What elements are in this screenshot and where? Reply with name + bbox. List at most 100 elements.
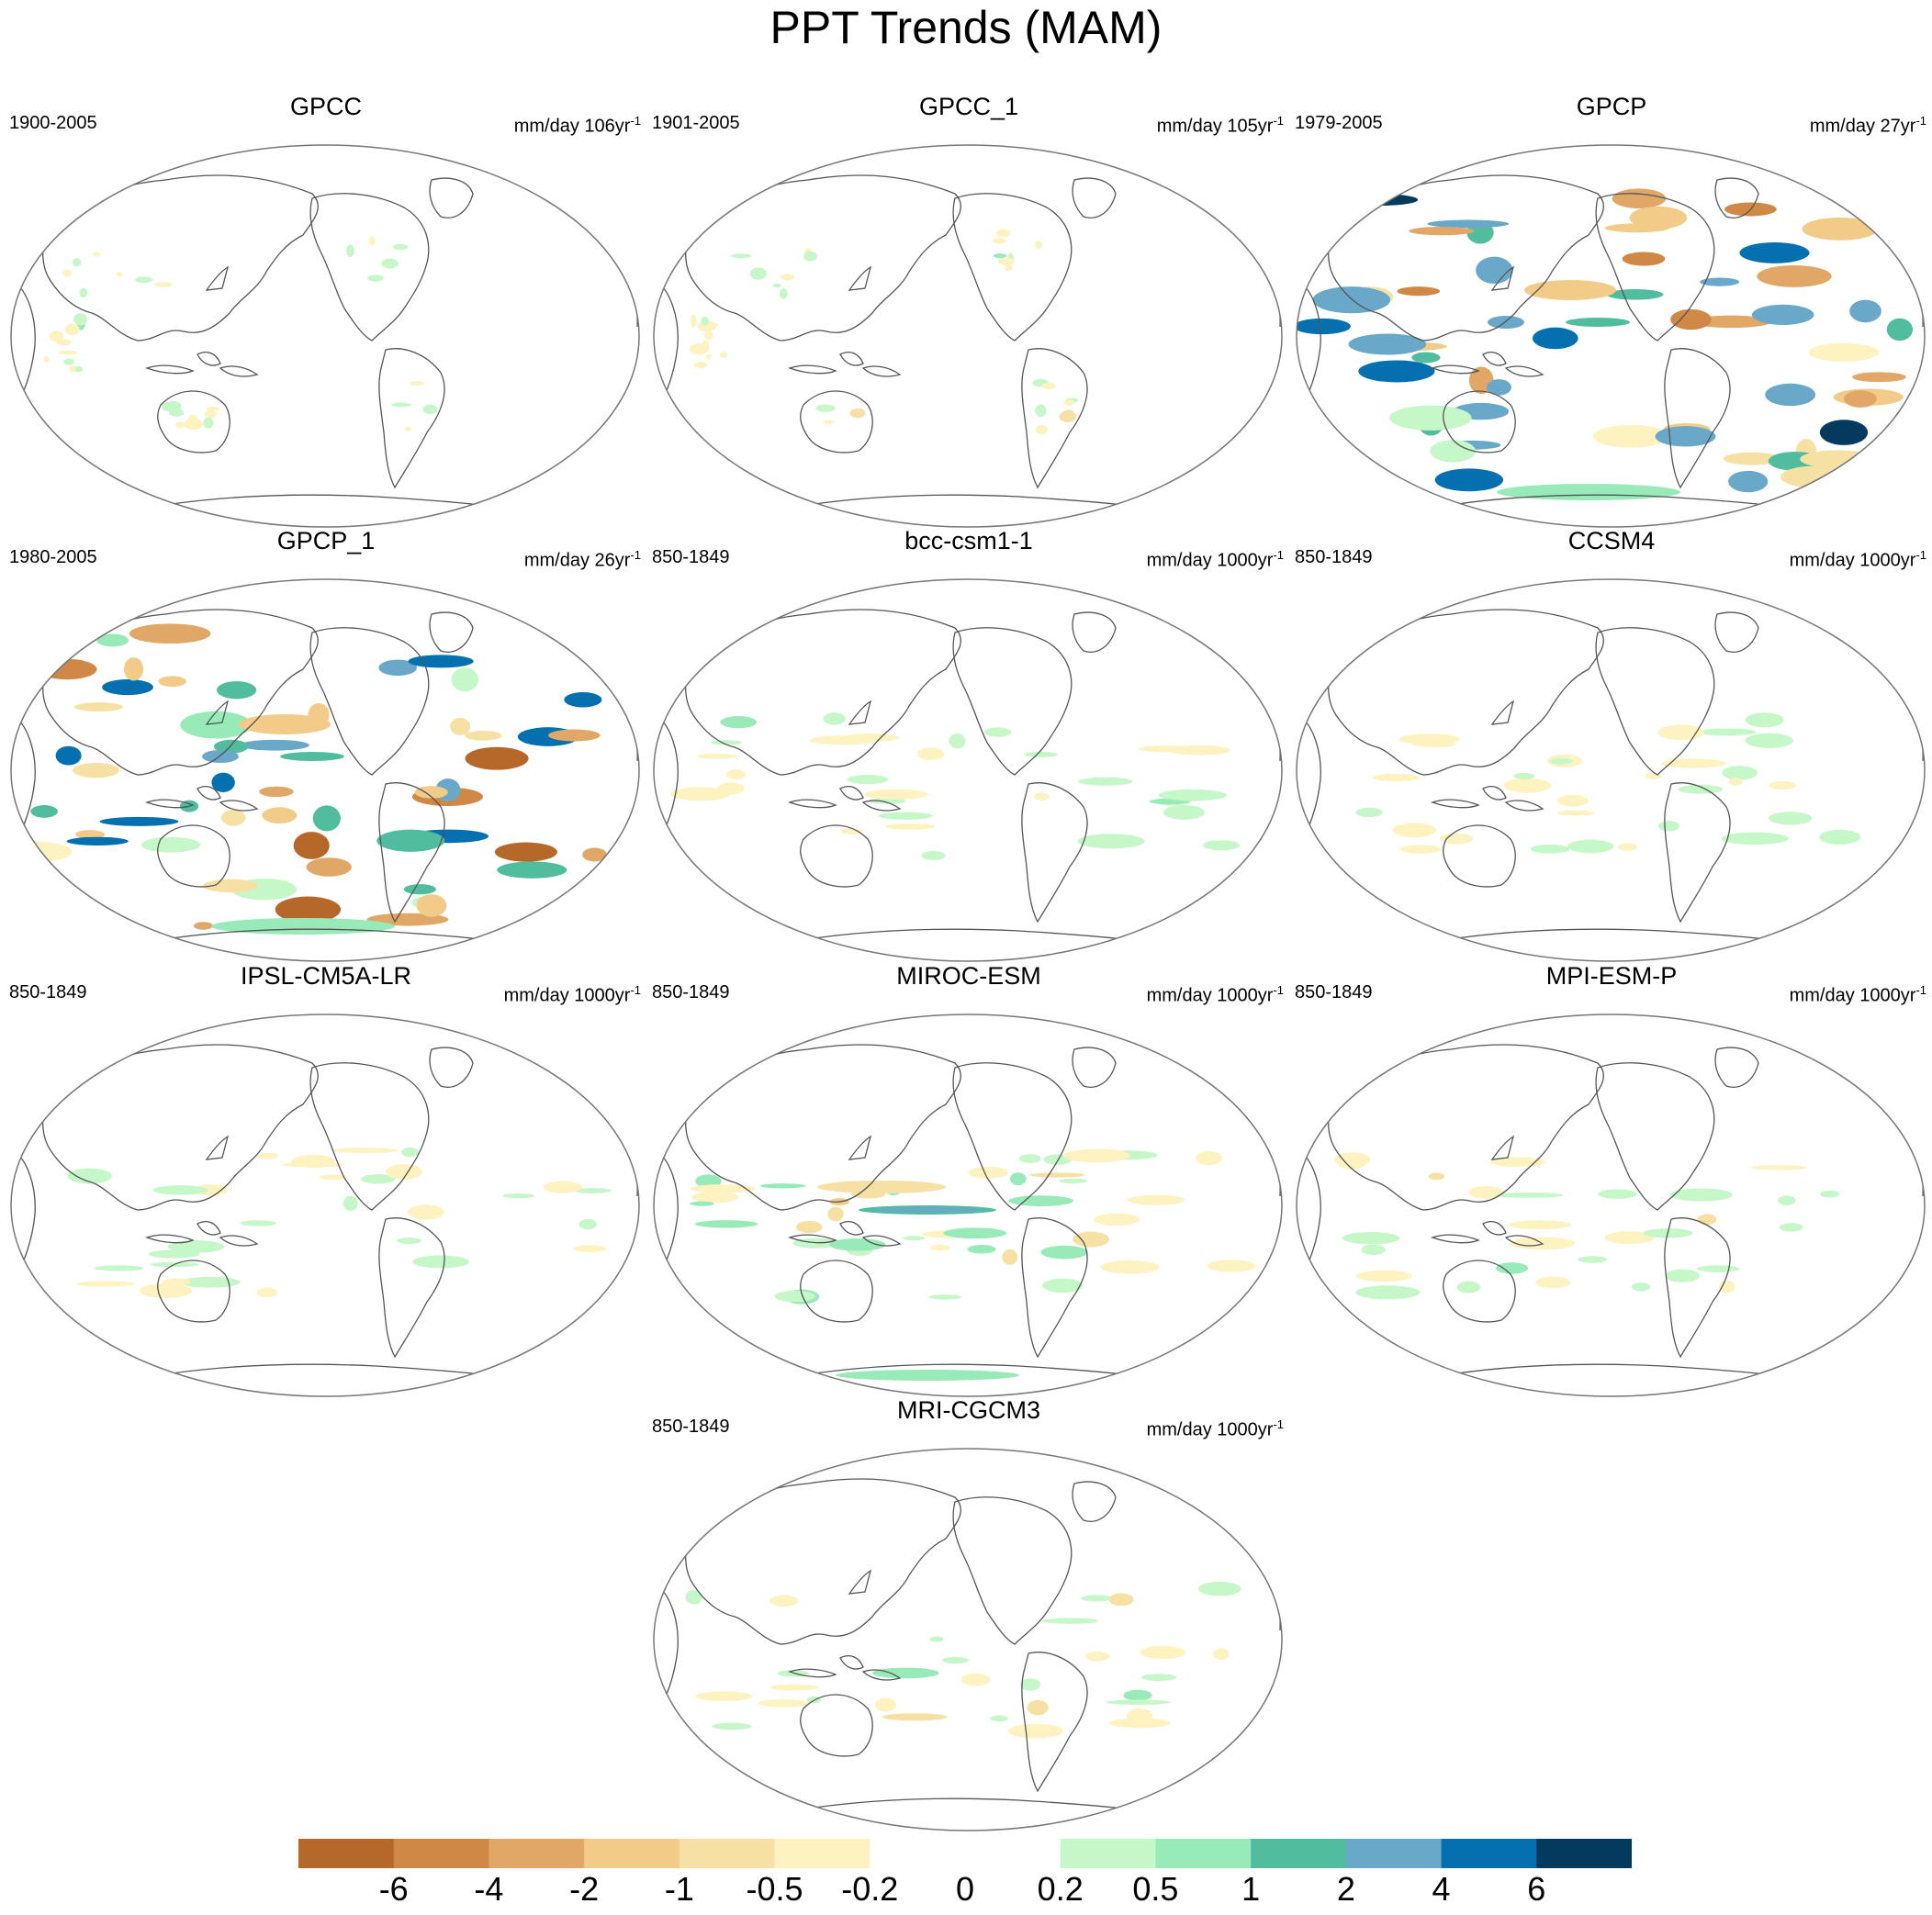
trend-contour [1779,1223,1803,1232]
map-projection [1296,144,1926,528]
coastline [1430,799,1480,809]
trend-contour [240,1220,277,1226]
panel-title: bcc-csm1-1 [904,527,1033,554]
panel-units: mm/day 106yr-1 [514,110,641,138]
trend-contour [1361,1244,1386,1256]
panel-units: mm/day 27yr-1 [1810,110,1926,138]
panel-title: MRI-CGCM3 [897,1396,1040,1424]
map-projection [653,1448,1283,1831]
colorbar-tick-label: 4 [1432,1870,1451,1908]
trend-contour [589,889,623,901]
coastline [848,1569,872,1595]
colorbar-swatch [1251,1839,1347,1868]
map-panel-gpcc: GPCC 1900-2005 mm/day 106yr-1 [9,92,643,528]
trend-contour [139,1283,193,1298]
trend-contour [1497,484,1680,500]
trend-contour [1657,724,1705,741]
coastline [219,1235,259,1247]
trend-contour [214,739,249,754]
trend-contour [690,1201,714,1206]
trend-contour [1886,318,1914,342]
coastline [1504,800,1544,812]
coastline [800,824,873,888]
trend-contour [864,789,929,801]
trend-contour [217,681,257,700]
panel-title: GPCC [289,93,362,120]
coastline [800,1694,873,1757]
trend-contour [391,402,412,408]
trend-contour [1397,286,1441,297]
trend-contour [204,409,217,419]
coastline [787,799,837,809]
trend-contour [1503,778,1552,793]
trend-contour [882,1713,948,1721]
trend-contour [1213,1648,1230,1661]
coastline [1257,1556,1281,1631]
trend-contour [815,404,836,412]
trend-contour [1800,450,1875,468]
trend-contour [827,1206,844,1222]
colorbar-swatch [1536,1839,1632,1868]
trend-contour [817,1181,946,1193]
panel-units: mm/day 26yr-1 [524,544,641,572]
trend-contour [998,257,1015,266]
map-panel-ipsl-cm5a-lr: IPSL-CM5A-LR 850-1849 mm/day 1000yr-1 [9,961,643,1397]
coastline [1072,1481,1117,1522]
colorbar-bar [298,1839,1632,1868]
colorbar-swatch [1060,1839,1156,1868]
colorbar-tick-label: 0.2 [1037,1870,1084,1908]
trend-contour [697,753,738,759]
coastline [1257,252,1281,328]
colorbar-tick-label: -0.5 [746,1870,803,1908]
coastline [1430,1234,1480,1244]
trend-contour [206,406,220,411]
coastline [109,1363,543,1385]
trend-contour [1138,745,1198,753]
trend-contour [731,253,751,259]
coastline [1430,364,1480,375]
colorbar-swatch [393,1839,489,1868]
coastline [614,252,638,328]
trend-contour [1041,382,1056,390]
coastline [1021,782,1088,924]
trend-contour [1852,372,1906,383]
trend-contour [1657,821,1680,832]
trend-contour [916,747,945,761]
coastline [205,700,230,725]
trend-contour [694,1220,758,1228]
trend-contour [849,408,866,419]
panel-title: IPSL-CM5A-LR [240,962,412,990]
trend-contour [1808,342,1880,362]
trend-contour [872,1207,983,1213]
trend-contour [874,1697,897,1712]
colorbar-tick-label: -2 [569,1870,600,1908]
colorbar-tick-label: 1 [1241,1870,1261,1908]
trend-contour [1487,379,1511,396]
trend-contour [1140,1674,1177,1682]
panel-units-text: mm/day 1000yr [503,985,631,1006]
trend-contour [376,829,445,852]
trend-contour [76,1281,135,1287]
trend-contour [293,832,330,859]
map-border [10,144,640,528]
coastline [839,352,864,366]
trend-contour [175,421,185,429]
trend-contour [1348,333,1427,355]
coastline [861,1235,902,1247]
map-projection [653,578,1283,962]
trend-contour [135,276,153,284]
trend-contour [1004,264,1013,272]
coastline [309,193,430,342]
colorbar-swatch [1155,1839,1252,1868]
trend-contour [1427,219,1510,229]
coastline [429,611,474,653]
colorbar-swatch [298,1839,395,1868]
coastline [1714,611,1759,653]
trend-contour [1765,383,1816,407]
trend-contour [1745,733,1793,748]
trend-contour [58,350,78,355]
trend-contour [1532,327,1578,350]
trend-contour [422,404,438,414]
trend-contour [582,847,607,862]
trend-contour [1428,1172,1445,1181]
